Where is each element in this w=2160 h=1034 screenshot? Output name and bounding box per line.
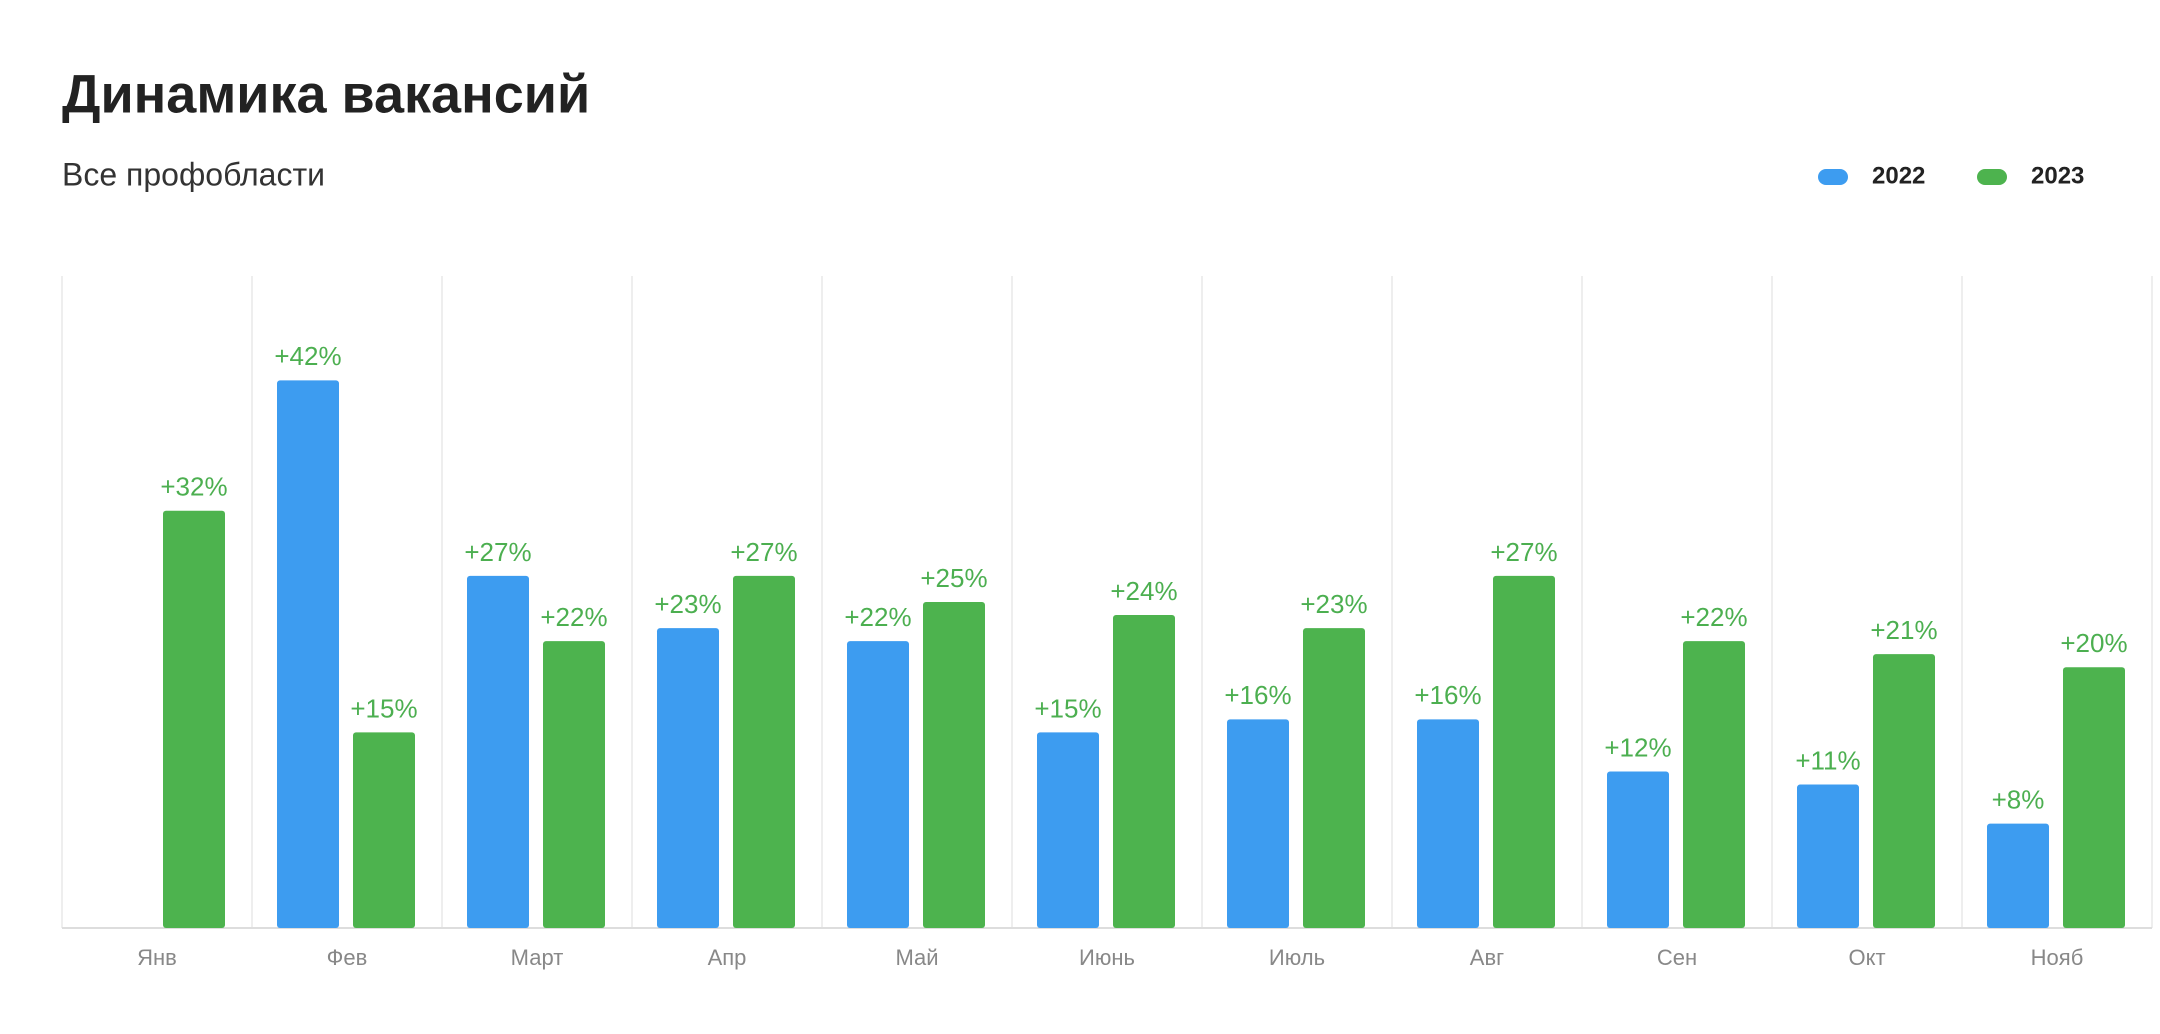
- bar: [1683, 641, 1745, 928]
- value-label: +27%: [464, 537, 531, 567]
- bar: [1417, 719, 1479, 928]
- bar: [1607, 771, 1669, 928]
- bar: [543, 641, 605, 928]
- bar: [657, 628, 719, 928]
- value-label: +15%: [1034, 693, 1101, 723]
- legend-swatch: [1818, 169, 1848, 185]
- chart-title: Динамика вакансий: [62, 64, 590, 124]
- x-tick-label: Май: [895, 945, 938, 970]
- x-tick-label: Нояб: [2031, 945, 2084, 970]
- bar: [1987, 823, 2049, 928]
- bar: [467, 575, 529, 928]
- bar: [1037, 732, 1099, 928]
- value-label: +24%: [1110, 576, 1177, 606]
- x-tick-label: Сен: [1657, 945, 1697, 970]
- value-label: +27%: [1490, 537, 1557, 567]
- legend-label: 2023: [2031, 162, 2084, 189]
- bar: [733, 575, 795, 928]
- bar: [1227, 719, 1289, 928]
- value-label: +16%: [1224, 680, 1291, 710]
- bar: [847, 641, 909, 928]
- value-label: +22%: [1680, 602, 1747, 632]
- bar: [277, 380, 339, 928]
- value-label: +22%: [844, 602, 911, 632]
- value-label: +15%: [350, 693, 417, 723]
- value-label: +8%: [1992, 785, 2045, 815]
- x-tick-label: Июль: [1269, 945, 1325, 970]
- chart-subtitle: Все профобласти: [62, 156, 325, 192]
- bar: [1303, 628, 1365, 928]
- value-label: +20%: [2060, 628, 2127, 658]
- value-label: +42%: [274, 341, 341, 371]
- bar: [923, 602, 985, 928]
- value-label: +12%: [1604, 732, 1671, 762]
- value-label: +27%: [730, 537, 797, 567]
- legend-label: 2022: [1872, 162, 1925, 189]
- x-tick-label: Июнь: [1079, 945, 1135, 970]
- bar: [1493, 575, 1555, 928]
- x-tick-label: Окт: [1848, 945, 1885, 970]
- bar: [2063, 667, 2125, 928]
- x-tick-label: Фев: [327, 945, 368, 970]
- value-label: +25%: [920, 563, 987, 593]
- value-label: +22%: [540, 602, 607, 632]
- bar: [1797, 784, 1859, 928]
- value-label: +21%: [1870, 615, 1937, 645]
- bar: [353, 732, 415, 928]
- value-label: +16%: [1414, 680, 1481, 710]
- x-tick-label: Авг: [1470, 945, 1504, 970]
- bar: [1113, 615, 1175, 928]
- legend-swatch: [1977, 169, 2007, 185]
- bar: [163, 510, 225, 928]
- value-label: +23%: [654, 589, 721, 619]
- bar: [1873, 654, 1935, 928]
- x-tick-label: Янв: [137, 945, 177, 970]
- x-tick-label: Апр: [708, 945, 747, 970]
- x-tick-label: Март: [511, 945, 564, 970]
- value-label: +23%: [1300, 589, 1367, 619]
- value-label: +11%: [1795, 745, 1860, 775]
- value-label: +32%: [160, 472, 227, 502]
